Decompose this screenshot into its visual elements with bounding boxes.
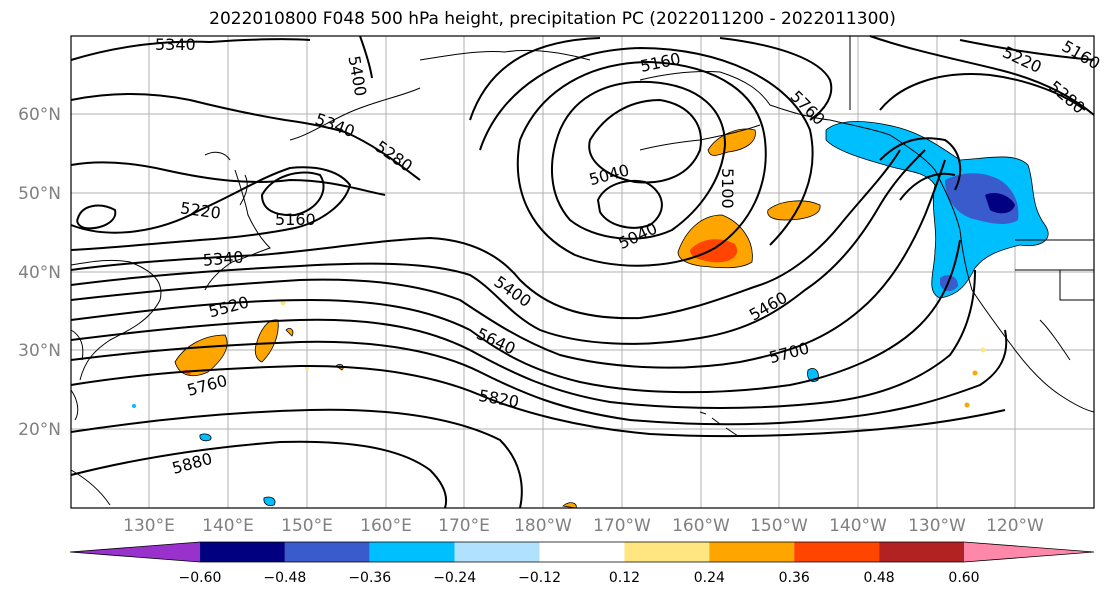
lon-label: 130°W (908, 516, 966, 536)
map-title: 2022010800 F048 500 hPa height, precipit… (209, 9, 896, 29)
lon-label: 160°E (360, 516, 412, 536)
contour-label: 5100 (718, 168, 737, 209)
colorbar-segment (369, 542, 455, 562)
colorbar-segment (200, 542, 285, 562)
colorbar-segment (964, 542, 1094, 562)
lon-label: 140°E (202, 516, 254, 536)
colorbar-tick-label: −0.36 (348, 570, 391, 586)
lat-label: 50°N (18, 184, 61, 204)
colorbar-segment (624, 542, 710, 562)
colorbar-tick-label: 0.24 (694, 570, 725, 586)
contour-label: 5340 (155, 35, 196, 54)
colorbar-segment (879, 542, 964, 562)
lon-label: 140°W (829, 516, 887, 536)
precip-negative (132, 121, 1049, 506)
colorbar-tick-label: 0.60 (948, 570, 979, 586)
lon-label: 170°E (438, 516, 490, 536)
coastlines (70, 36, 1095, 506)
colorbar-outline (69, 541, 1095, 563)
lon-label: 150°E (281, 516, 333, 536)
lon-label: 180°W (514, 516, 572, 536)
lat-label: 30°N (18, 341, 61, 361)
precip-positive (174, 128, 986, 509)
lon-label: 160°W (672, 516, 730, 536)
colorbar: −0.60 −0.48 −0.36 −0.24 −0.12 0.12 0.24 0.36 0.4… (69, 541, 1095, 586)
colorbar-tick-label: 0.36 (779, 570, 810, 586)
contour-labels: 5340 5400 5220 5160 5280 5340 5340 5520 … (155, 35, 1103, 478)
colorbar-tick-label: 0.48 (864, 570, 895, 586)
lon-labels: 130°E 140°E 150°E 160°E 170°E 180°W 170°… (123, 516, 1044, 536)
lat-label: 40°N (18, 263, 61, 283)
lon-label: 130°E (123, 516, 175, 536)
lon-label: 150°W (750, 516, 808, 536)
colorbar-tick-label: −0.48 (263, 570, 306, 586)
colorbar-tick-label: −0.24 (433, 570, 476, 586)
colorbar-segment (70, 542, 200, 562)
colorbar-tick-label: 0.12 (609, 570, 640, 586)
lat-label: 60°N (18, 105, 61, 125)
lat-label: 20°N (18, 420, 61, 440)
contour-label: 5160 (275, 210, 316, 229)
lon-label: 170°W (593, 516, 651, 536)
colorbar-tick-label: −0.12 (518, 570, 561, 586)
lat-labels: 60°N 50°N 40°N 30°N 20°N (18, 105, 61, 440)
map-border (70, 35, 1095, 509)
contour-label: 5340 (202, 247, 244, 269)
height-contours (70, 35, 1095, 509)
colorbar-segment (454, 542, 540, 562)
colorbar-segment (539, 542, 625, 562)
colorbar-segment (794, 542, 880, 562)
lon-label: 120°W (986, 516, 1044, 536)
colorbar-segment (284, 542, 370, 562)
colorbar-segment (709, 542, 795, 562)
colorbar-tick-label: −0.60 (179, 570, 222, 586)
